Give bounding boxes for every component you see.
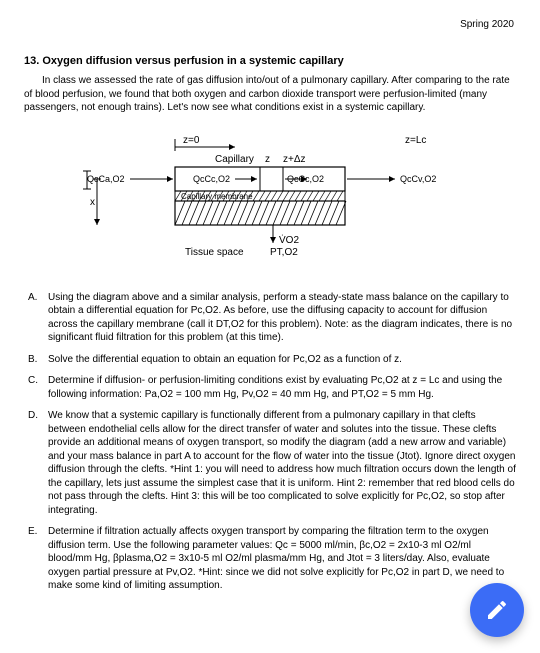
svg-text:V̇O2: V̇O2: [279, 233, 299, 246]
svg-text:QcCc,O2: QcCc,O2: [193, 174, 230, 184]
part-c: C. Determine if diffusion- or perfusion-…: [24, 374, 516, 401]
part-marker: C.: [28, 374, 38, 388]
part-text: We know that a systemic capillary is fun…: [48, 410, 516, 516]
part-text: Determine if diffusion- or perfusion-lim…: [48, 375, 502, 400]
part-text: Solve the differential equation to obtai…: [48, 354, 402, 365]
svg-text:QcCa,O2: QcCa,O2: [87, 174, 125, 184]
svg-text:Capillary membrane: Capillary membrane: [181, 192, 253, 201]
edit-fab[interactable]: [470, 583, 524, 637]
svg-text:PT,O2: PT,O2: [270, 247, 298, 258]
svg-text:QcCv,O2: QcCv,O2: [400, 174, 436, 184]
part-text: Determine if filtration actually affects…: [48, 526, 504, 591]
document-page: Spring 2020 13. Oxygen diffusion versus …: [0, 0, 540, 593]
svg-text:Tissue space: Tissue space: [185, 247, 244, 258]
part-marker: B.: [28, 353, 37, 367]
svg-text:x: x: [90, 197, 95, 208]
svg-text:z=Lc: z=Lc: [405, 135, 426, 146]
page-header: Spring 2020: [24, 18, 516, 32]
question-parts: A. Using the diagram above and a similar…: [24, 291, 516, 593]
part-d: D. We know that a systemic capillary is …: [24, 409, 516, 517]
svg-text:z+Δz: z+Δz: [283, 154, 306, 165]
part-text: Using the diagram above and a similar an…: [48, 292, 512, 344]
part-marker: E.: [28, 525, 37, 539]
pencil-icon: [485, 598, 509, 622]
part-b: B. Solve the differential equation to ob…: [24, 353, 516, 367]
part-marker: D.: [28, 409, 38, 423]
svg-text:Capillary: Capillary: [215, 154, 254, 165]
svg-text:QcCc,O2: QcCc,O2: [287, 174, 324, 184]
svg-text:z: z: [265, 154, 270, 165]
svg-text:z=0: z=0: [183, 135, 200, 146]
part-e: E. Determine if filtration actually affe…: [24, 525, 516, 593]
question-number: 13.: [24, 55, 39, 67]
question-intro: In class we assessed the rate of gas dif…: [24, 74, 516, 115]
question-title: 13. Oxygen diffusion versus perfusion in…: [24, 54, 516, 69]
capillary-diagram: z=0 z=Lc Capillary z z+Δz Capillary membrane Q…: [24, 125, 516, 275]
question-heading: Oxygen diffusion versus perfusion in a s…: [42, 55, 343, 67]
part-a: A. Using the diagram above and a similar…: [24, 291, 516, 345]
part-marker: A.: [28, 291, 37, 305]
